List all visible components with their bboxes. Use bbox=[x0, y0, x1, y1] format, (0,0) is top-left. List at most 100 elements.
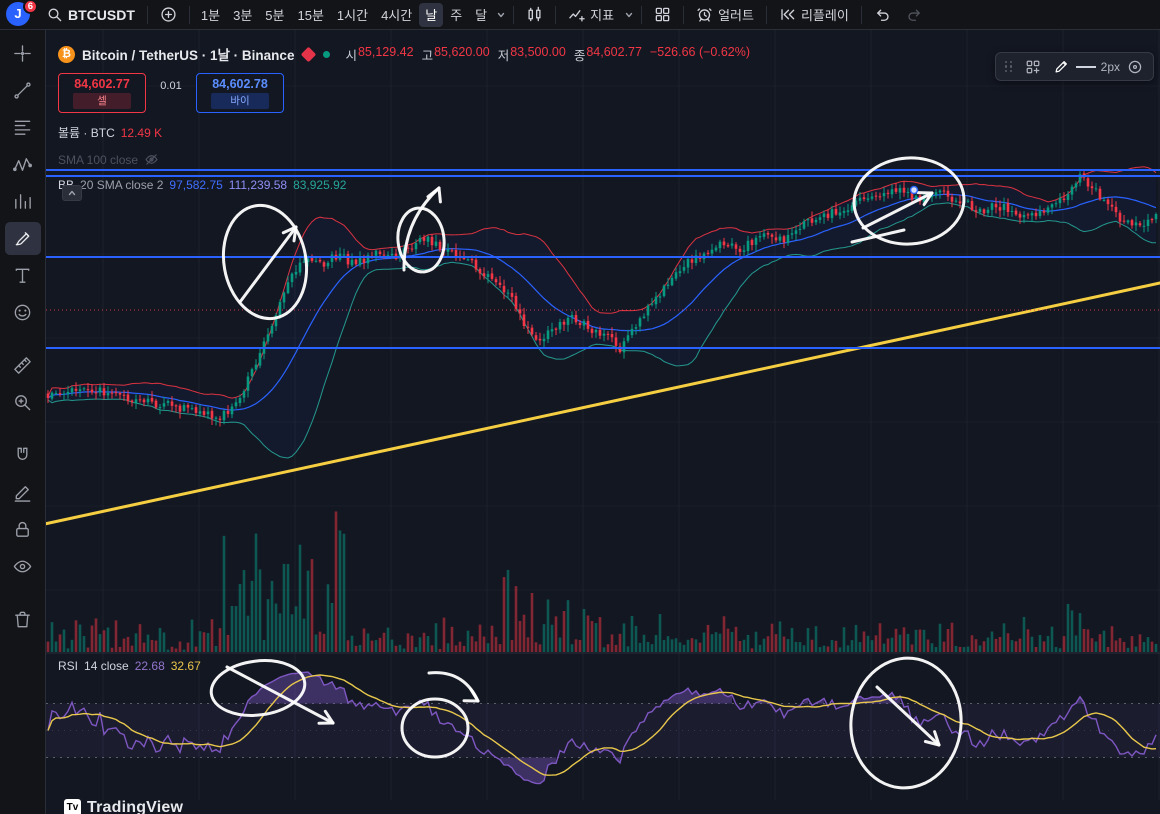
buy-button[interactable]: 84,602.78 바이 bbox=[196, 73, 284, 113]
brush-style-button[interactable] bbox=[1048, 55, 1074, 79]
timeframe-달[interactable]: 달 bbox=[469, 3, 493, 27]
bb-upper-value: 111,239.58 bbox=[228, 178, 288, 192]
redo-button[interactable] bbox=[899, 3, 930, 27]
hide-all-tool[interactable] bbox=[5, 550, 41, 583]
pattern-tool[interactable] bbox=[5, 148, 41, 181]
plus-circle-icon bbox=[161, 7, 176, 22]
timeframe-1분[interactable]: 1분 bbox=[195, 3, 226, 27]
indicators-button[interactable]: 지표 bbox=[561, 3, 621, 27]
text-tool[interactable] bbox=[5, 259, 41, 292]
bitcoin-icon: ₿ bbox=[58, 45, 75, 63]
forecast-tool[interactable] bbox=[5, 185, 41, 218]
lock-tool[interactable] bbox=[5, 513, 41, 546]
crosshair-tool[interactable] bbox=[5, 37, 41, 70]
sma-indicator-row[interactable]: SMA 100 close bbox=[58, 152, 750, 167]
sell-label: 셀 bbox=[73, 93, 131, 109]
market-status-dot[interactable] bbox=[323, 50, 331, 58]
chart-style-button[interactable] bbox=[519, 3, 550, 27]
favorites-grid-button[interactable] bbox=[1020, 55, 1046, 79]
line-width-button[interactable]: 2px bbox=[1075, 55, 1120, 79]
bb-indicator-row[interactable]: BB 20 SMA close 2 97,582.75 111,239.58 8… bbox=[58, 178, 750, 192]
close-value: 84,602.77 bbox=[586, 44, 642, 59]
forecast-bars-icon bbox=[15, 194, 31, 209]
exchange-logo bbox=[301, 46, 317, 62]
measure-tool[interactable] bbox=[5, 349, 41, 382]
line-width-sample bbox=[1075, 65, 1096, 68]
tradingview-logo[interactable]: Tv TradingView bbox=[64, 799, 183, 814]
sell-price: 84,602.77 bbox=[74, 77, 130, 91]
divider bbox=[188, 5, 190, 24]
fib-lines-icon bbox=[14, 120, 31, 135]
edit-tool[interactable] bbox=[5, 476, 41, 509]
trash-icon bbox=[15, 611, 30, 628]
sma-title: SMA 100 close bbox=[58, 152, 139, 167]
volume-title: 볼륨 · BTC bbox=[58, 126, 115, 140]
rsi-value: 22.68 bbox=[134, 659, 165, 673]
delete-tool[interactable] bbox=[5, 603, 41, 636]
fib-retracement-tool[interactable] bbox=[5, 111, 41, 144]
timeframe-날[interactable]: 날 bbox=[419, 2, 444, 27]
chart-area: ₿ Bitcoin / TetherUS · 1날 · Binance 시 85,… bbox=[46, 30, 1160, 814]
timeframe-15분[interactable]: 15분 bbox=[292, 3, 330, 27]
open-label: 시 bbox=[345, 48, 357, 63]
divider bbox=[146, 5, 148, 24]
rsi-title: RSI bbox=[58, 659, 79, 673]
add-symbol-button[interactable] bbox=[153, 3, 184, 27]
undo-button[interactable] bbox=[867, 3, 898, 27]
divider bbox=[555, 5, 557, 24]
notification-badge: 6 bbox=[22, 0, 38, 14]
redo-icon bbox=[908, 9, 920, 21]
magnet-tool[interactable] bbox=[5, 439, 41, 472]
replay-button[interactable]: 리플레이 bbox=[772, 3, 856, 27]
emoji-tool[interactable] bbox=[5, 296, 41, 329]
line-color-button[interactable] bbox=[1122, 55, 1148, 79]
symbol-name: BTCUSDT bbox=[68, 6, 135, 23]
text-icon bbox=[15, 268, 30, 283]
smiley-icon bbox=[14, 304, 31, 321]
volume-indicator-row[interactable]: 볼륨 · BTC 12.49 K bbox=[58, 124, 750, 141]
ruler-icon bbox=[14, 357, 31, 374]
close-label: 종 bbox=[573, 48, 586, 63]
grid-plus-icon bbox=[1026, 60, 1040, 73]
trendline-tool[interactable] bbox=[5, 74, 41, 107]
alert-button[interactable]: 얼러트 bbox=[689, 3, 761, 27]
rsi-ma-value: 32.67 bbox=[170, 659, 201, 673]
drag-handle[interactable] bbox=[1004, 60, 1014, 73]
brush-tool[interactable] bbox=[4, 222, 41, 255]
layout-grid-icon bbox=[655, 7, 670, 22]
divider bbox=[683, 5, 685, 24]
high-value: 85,620.00 bbox=[434, 44, 490, 59]
open-value: 85,129.42 bbox=[357, 44, 414, 59]
rsi-params: 14 close bbox=[84, 659, 129, 673]
indicators-label: 지표 bbox=[590, 8, 615, 23]
zoom-tool[interactable] bbox=[5, 386, 41, 419]
target-circle-icon bbox=[1128, 60, 1142, 73]
eye-off-icon[interactable] bbox=[144, 152, 159, 167]
timeframe-1시간[interactable]: 1시간 bbox=[331, 3, 374, 27]
indicator-templates-button[interactable] bbox=[622, 3, 636, 27]
symbol-legend: ₿ Bitcoin / TetherUS · 1날 · Binance 시 85,… bbox=[58, 44, 750, 192]
symbol-title[interactable]: Bitcoin / TetherUS · 1날 · Binance bbox=[82, 48, 295, 63]
alarm-clock-icon bbox=[697, 8, 712, 22]
sell-button[interactable]: 84,602.77 셀 bbox=[58, 73, 146, 113]
user-avatar[interactable]: J 6 bbox=[6, 0, 38, 28]
replay-icon bbox=[781, 9, 795, 20]
rsi-indicator-row[interactable]: RSI 14 close 22.68 32.67 bbox=[58, 659, 201, 673]
symbol-search-button[interactable]: BTCUSDT bbox=[39, 3, 142, 27]
divider bbox=[641, 5, 643, 24]
divider bbox=[860, 5, 862, 24]
layout-button[interactable] bbox=[647, 3, 678, 27]
chevron-up-icon bbox=[68, 190, 76, 196]
high-label: 고 bbox=[421, 48, 434, 63]
timeframe-3분[interactable]: 3분 bbox=[227, 3, 258, 27]
timeframe-5분[interactable]: 5분 bbox=[259, 3, 290, 27]
timeframe-주[interactable]: 주 bbox=[444, 3, 468, 27]
tradingview-mark: Tv bbox=[64, 799, 81, 814]
bb-params: 20 SMA close 2 bbox=[80, 178, 164, 192]
price-chart-svg[interactable] bbox=[46, 30, 1160, 814]
collapse-legend-button[interactable] bbox=[62, 185, 82, 201]
low-label: 저 bbox=[497, 48, 510, 63]
timeframe-4시간[interactable]: 4시간 bbox=[375, 3, 418, 27]
timeframe-menu-button[interactable] bbox=[494, 3, 508, 27]
